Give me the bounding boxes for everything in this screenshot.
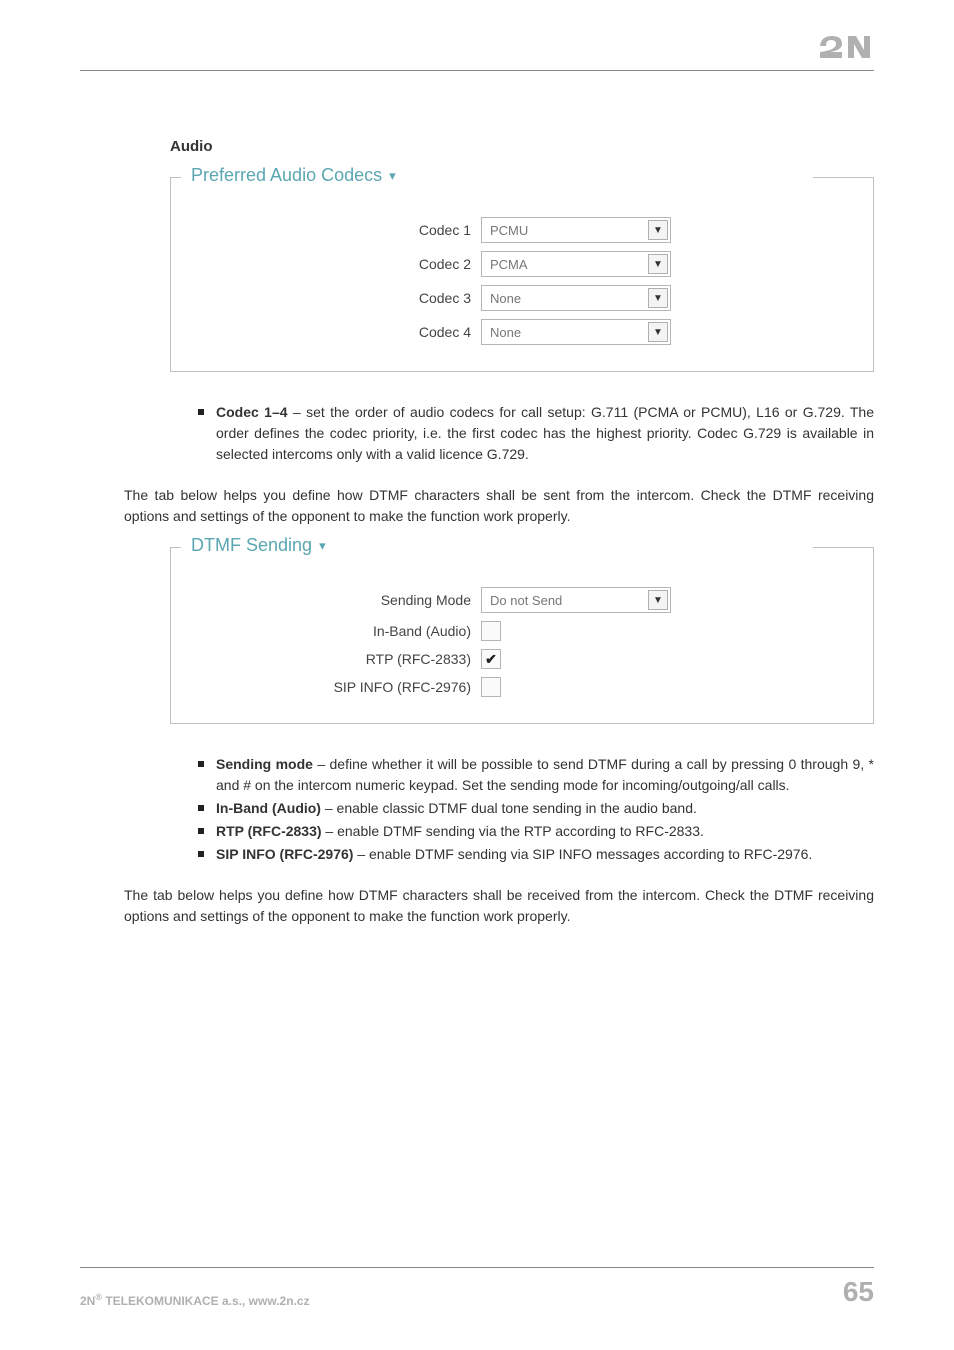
checkbox-inband-audio[interactable] [481,621,501,641]
dropdown-icon[interactable]: ▼ [648,254,668,274]
section-heading-audio: Audio [170,138,874,155]
legend-text: DTMF Sending [191,535,312,555]
label-inband-audio: In-Band (Audio) [201,623,481,639]
row-codec-2: Codec 2 PCMA ▼ [201,251,843,277]
row-codec-4: Codec 4 None ▼ [201,319,843,345]
bullet-sipinfo: SIP INFO (RFC-2976) – enable DTMF sendin… [216,844,874,865]
page-number: 65 [843,1276,874,1308]
footer-brand-post: TELEKOMUNIKACE a.s., www.2n.cz [102,1294,310,1308]
content-area: Audio Preferred Audio Codecs ▾ Codec 1 P… [170,110,874,947]
bullet-sipinfo-text: – enable DTMF sending via SIP INFO messa… [353,846,812,862]
dropdown-icon[interactable]: ▼ [648,590,668,610]
select-codec-1[interactable]: PCMU ▼ [481,217,671,243]
label-sending-mode: Sending Mode [201,592,481,608]
legend-text: Preferred Audio Codecs [191,165,382,185]
label-codec-2: Codec 2 [201,256,481,272]
chevron-down-icon[interactable]: ▾ [319,538,326,553]
bullet-codec-label: Codec 1–4 [216,404,288,420]
fieldset-preferred-audio-codecs: Preferred Audio Codecs ▾ Codec 1 PCMU ▼ … [170,177,874,372]
paragraph-dtmf-send-intro: The tab below helps you define how DTMF … [124,485,874,527]
logo-2n-icon [816,28,874,64]
header-divider [80,70,874,71]
row-codec-1: Codec 1 PCMU ▼ [201,217,843,243]
bullet-codec-1-4: Codec 1–4 – set the order of audio codec… [216,402,874,465]
footer-brand-pre: 2N [80,1294,95,1308]
label-codec-1: Codec 1 [201,222,481,238]
select-sending-mode[interactable]: Do not Send ▼ [481,587,671,613]
bullet-inband-label: In-Band (Audio) [216,800,321,816]
row-codec-3: Codec 3 None ▼ [201,285,843,311]
select-codec-2[interactable]: PCMA ▼ [481,251,671,277]
fieldset-dtmf-sending: DTMF Sending ▾ Sending Mode Do not Send … [170,547,874,724]
row-sip-info-rfc2976: SIP INFO (RFC-2976) [201,677,843,697]
bullet-inband: In-Band (Audio) – enable classic DTMF du… [216,798,874,819]
label-codec-4: Codec 4 [201,324,481,340]
select-codec-3[interactable]: None ▼ [481,285,671,311]
page-footer: 2N® TELEKOMUNIKACE a.s., www.2n.cz 65 [80,1267,874,1308]
bullet-sipinfo-label: SIP INFO (RFC-2976) [216,846,353,862]
checkbox-sip-info-rfc2976[interactable] [481,677,501,697]
select-codec-3-value: None [490,291,521,306]
dropdown-icon[interactable]: ▼ [648,220,668,240]
bullet-rtp-label: RTP (RFC-2833) [216,823,322,839]
label-rtp-rfc2833: RTP (RFC-2833) [201,651,481,667]
page: Audio Preferred Audio Codecs ▾ Codec 1 P… [0,0,954,1350]
bullet-sending-mode-text: – define whether it will be possible to … [216,756,874,793]
legend-dtmf-sending: DTMF Sending ▾ [189,535,332,556]
row-inband-audio: In-Band (Audio) [201,621,843,641]
bullets-dtmf: Sending mode – define whether it will be… [170,754,874,865]
chevron-down-icon[interactable]: ▾ [389,168,396,183]
row-sending-mode: Sending Mode Do not Send ▼ [201,587,843,613]
dropdown-icon[interactable]: ▼ [648,288,668,308]
bullet-rtp-text: – enable DTMF sending via the RTP accord… [322,823,704,839]
select-sending-mode-value: Do not Send [490,593,562,608]
bullet-codec-text: – set the order of audio codecs for call… [216,404,874,462]
legend-preferred-audio-codecs: Preferred Audio Codecs ▾ [189,165,402,186]
bullet-inband-text: – enable classic DTMF dual tone sending … [321,800,697,816]
select-codec-4-value: None [490,325,521,340]
bullet-sending-mode-label: Sending mode [216,756,313,772]
label-codec-3: Codec 3 [201,290,481,306]
bullet-sending-mode: Sending mode – define whether it will be… [216,754,874,796]
select-codec-1-value: PCMU [490,223,528,238]
paragraph-dtmf-recv-intro: The tab below helps you define how DTMF … [124,885,874,927]
brand-logo [816,28,874,69]
dropdown-icon[interactable]: ▼ [648,322,668,342]
select-codec-4[interactable]: None ▼ [481,319,671,345]
label-sip-info-rfc2976: SIP INFO (RFC-2976) [201,679,481,695]
select-codec-2-value: PCMA [490,257,528,272]
bullets-codec: Codec 1–4 – set the order of audio codec… [170,402,874,465]
checkbox-rtp-rfc2833[interactable] [481,649,501,669]
row-rtp-rfc2833: RTP (RFC-2833) [201,649,843,669]
bullet-rtp: RTP (RFC-2833) – enable DTMF sending via… [216,821,874,842]
footer-brand: 2N® TELEKOMUNIKACE a.s., www.2n.cz [80,1292,310,1308]
footer-registered-icon: ® [95,1292,102,1302]
